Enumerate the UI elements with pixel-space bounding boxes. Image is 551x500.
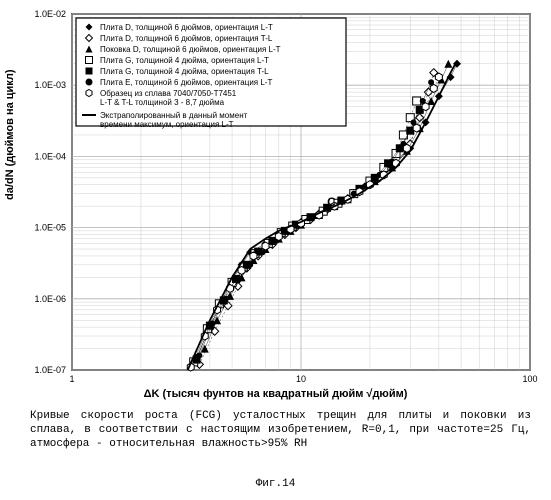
svg-text:Плита G, толщиной 4 дюйма, ори: Плита G, толщиной 4 дюйма, ориентация L-… bbox=[100, 56, 269, 65]
svg-text:1.0E-03: 1.0E-03 bbox=[34, 80, 66, 90]
svg-text:1.0E-04: 1.0E-04 bbox=[34, 151, 66, 161]
svg-text:100: 100 bbox=[522, 374, 537, 384]
svg-text:1.0E-06: 1.0E-06 bbox=[34, 294, 66, 304]
svg-text:1.0E-02: 1.0E-02 bbox=[34, 9, 66, 19]
fcg-chart: 1.0E-07 1.0E-06 1.0E-05 1.0E-04 1.0E-03 1.0E-… bbox=[0, 0, 551, 400]
svg-text:C: C bbox=[327, 195, 336, 209]
figure-number: Фиг.14 bbox=[0, 478, 551, 490]
y-axis-label: da/dN (дюймов на цикл) bbox=[4, 69, 16, 200]
svg-text:Поковка D, толщиной 6 дюймов,: Поковка D, толщиной 6 дюймов, ориентация… bbox=[100, 45, 281, 54]
svg-text:1.0E-05: 1.0E-05 bbox=[34, 223, 66, 233]
figure-caption: Кривые скорости роста (FCG) усталостных … bbox=[30, 410, 531, 451]
svg-text:L-T & T-L толщиной 3 - 8,7 дюй: L-T & T-L толщиной 3 - 8,7 дюйма bbox=[100, 98, 225, 107]
svg-text:Образец из сплава 7040/7050-T7: Образец из сплава 7040/7050-T7451 bbox=[100, 89, 237, 98]
svg-text:1.0E-07: 1.0E-07 bbox=[34, 365, 66, 375]
svg-text:Плита G, толщиной 4 дюйма, ори: Плита G, толщиной 4 дюйма, ориентация T-… bbox=[100, 67, 269, 76]
series-plate-g-tl bbox=[193, 106, 424, 364]
svg-text:Плита E, толщиной 6 дюймов, ор: Плита E, толщиной 6 дюймов, ориентация L… bbox=[100, 78, 272, 87]
x-axis-label: ΔK (тысяч фунтов на квадратный дюйм √дюй… bbox=[0, 388, 551, 400]
svg-text:Плита D, толщиной 6 дюймов, ор: Плита D, толщиной 6 дюймов, ориентация T… bbox=[100, 34, 273, 43]
svg-text:Экстраполированный в данный мо: Экстраполированный в данный момент bbox=[100, 111, 248, 120]
svg-text:времени максимум, ориентация L: времени максимум, ориентация L-T bbox=[100, 120, 234, 129]
svg-text:10: 10 bbox=[296, 374, 306, 384]
series-plate-g-lt bbox=[190, 97, 421, 366]
svg-text:Плита D, толщиной 6 дюймов, ор: Плита D, толщиной 6 дюймов, ориентация L… bbox=[100, 23, 273, 32]
svg-text:1: 1 bbox=[69, 374, 74, 384]
